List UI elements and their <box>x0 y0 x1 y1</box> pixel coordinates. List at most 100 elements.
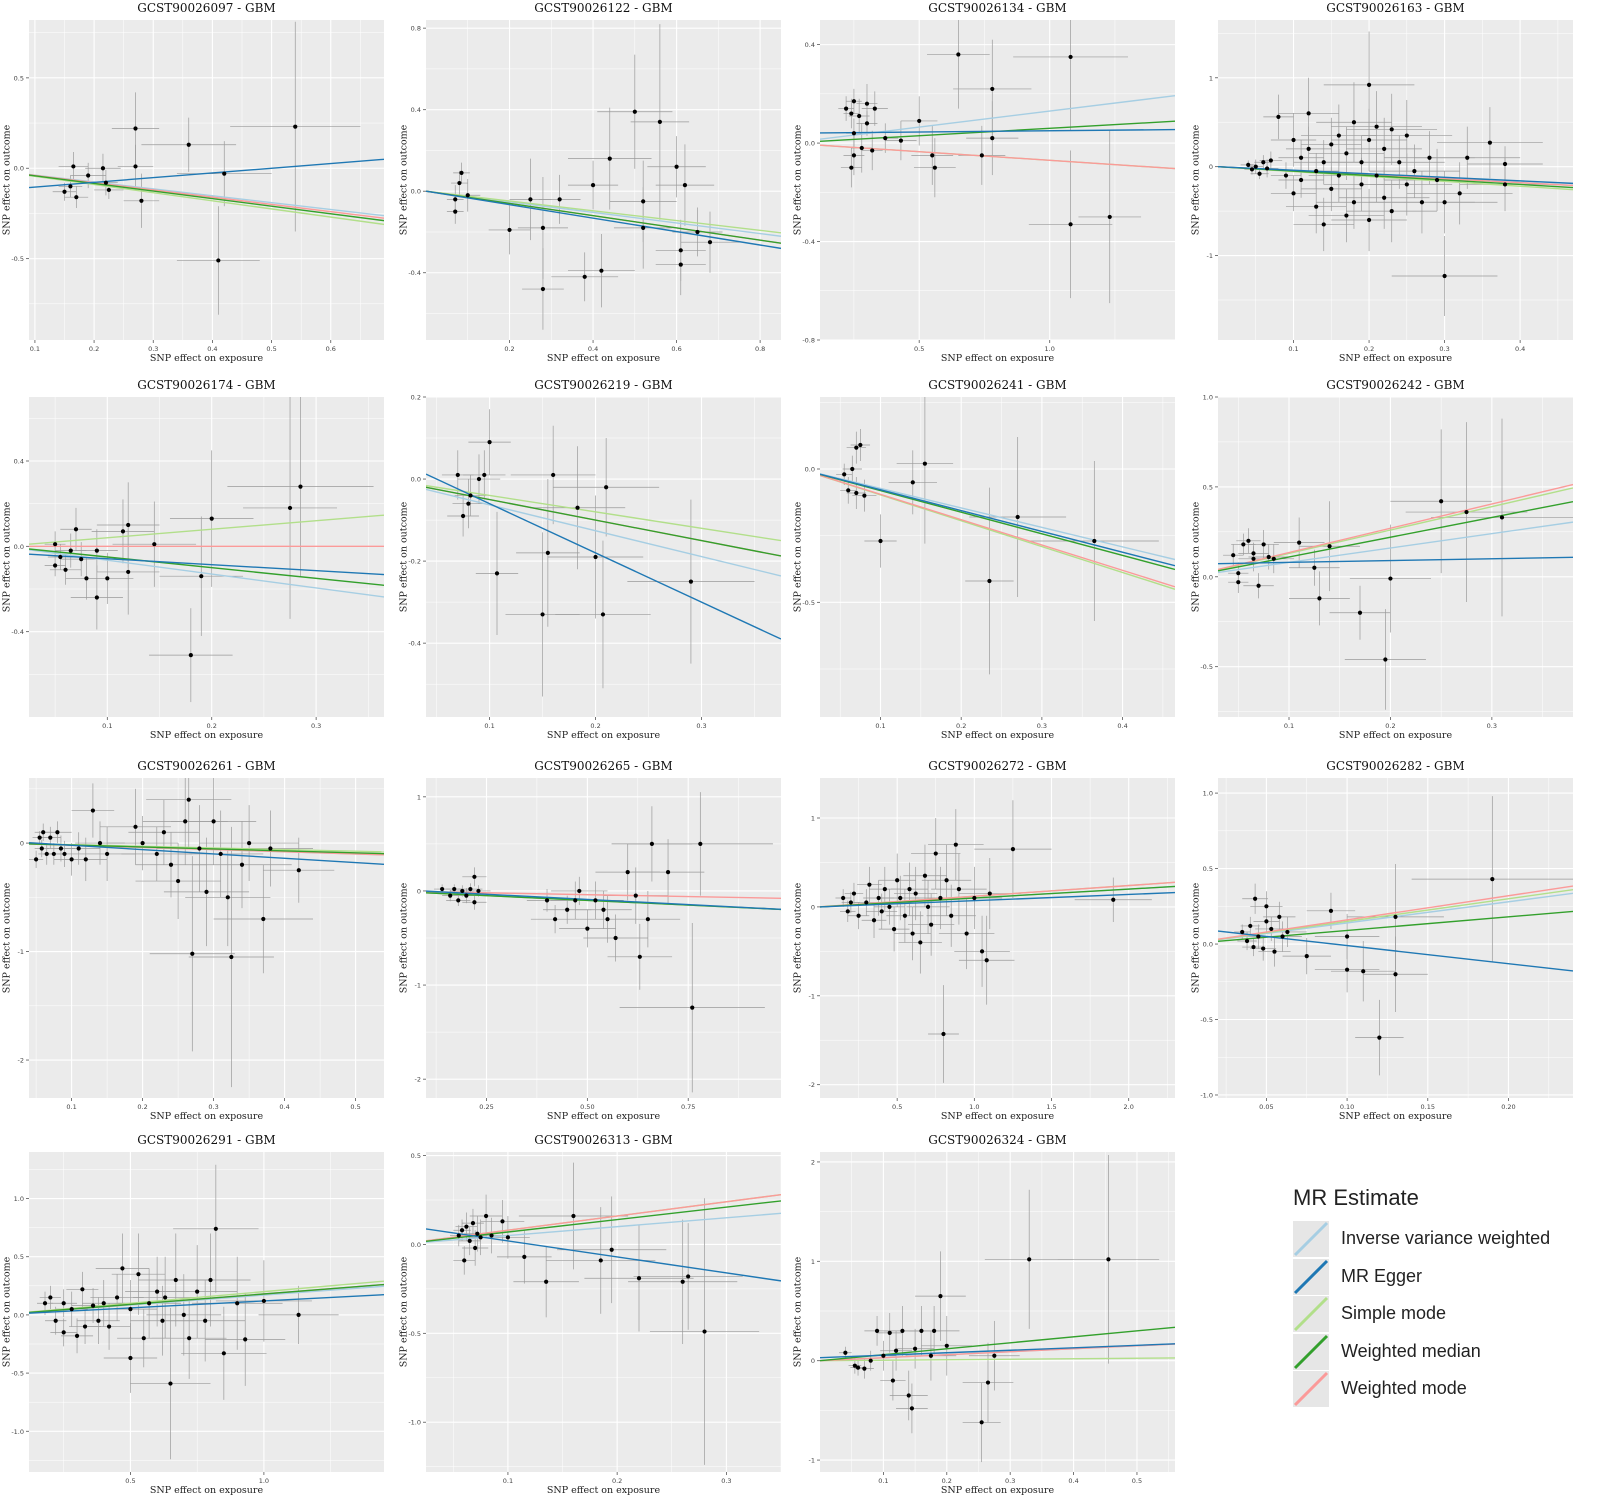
snp-point <box>851 891 857 896</box>
snp-point <box>106 187 111 193</box>
snp-point <box>1393 914 1398 919</box>
legend-key-mr-egger <box>1293 1258 1329 1295</box>
plot-area <box>1218 31 1573 316</box>
snp-point <box>898 895 903 901</box>
x-tick-label: 1.0 <box>259 1477 269 1485</box>
snp-point <box>73 527 79 532</box>
plot-area <box>29 778 384 1088</box>
snp-point <box>1389 209 1394 214</box>
mr-line-weighted-median <box>820 885 1175 908</box>
mr-line-weighted-mode <box>1218 165 1573 187</box>
mr-line-weighted-median <box>1218 910 1573 943</box>
snp-point <box>902 913 907 918</box>
snp-point <box>37 835 42 840</box>
snp-point <box>247 840 252 846</box>
snp-point <box>895 878 900 883</box>
snp-point <box>100 166 106 171</box>
snp-point <box>910 480 915 485</box>
snp-point <box>69 857 74 862</box>
snp-point <box>293 124 298 129</box>
legend-item-weighted-median: Weighted median <box>1293 1333 1583 1372</box>
mr-line-mr-egger <box>426 890 781 911</box>
snp-point <box>298 484 303 489</box>
snp-point <box>919 1328 924 1333</box>
snp-point <box>641 225 646 230</box>
mr-line-weighted-mode <box>1218 885 1573 940</box>
snp-point <box>61 1330 66 1335</box>
snp-point <box>1068 222 1073 227</box>
mr-line-weighted-median <box>820 473 1175 571</box>
y-tick-label: -0.4 <box>408 269 421 277</box>
snp-point <box>453 209 458 214</box>
snp-point <box>473 1245 478 1251</box>
snp-point <box>938 895 943 901</box>
mr-line-simple-mode <box>1218 889 1573 941</box>
snp-point <box>472 874 477 879</box>
y-tick-label: 0.5 <box>14 74 24 82</box>
snp-point <box>540 286 546 292</box>
snp-point <box>909 1406 915 1411</box>
mr-line-simple-mode <box>820 1357 1175 1362</box>
x-tick-label: 0.75 <box>681 1103 695 1111</box>
snp-point <box>1272 949 1277 954</box>
snp-point <box>665 870 671 875</box>
snp-point <box>573 898 578 903</box>
x-axis-label: SNP effect on exposure <box>149 1485 264 1496</box>
x-tick-label: 0.4 <box>1515 345 1525 353</box>
snp-point <box>462 1258 467 1263</box>
snp-point <box>197 846 202 851</box>
snp-point <box>1231 553 1236 558</box>
snp-point <box>862 1366 867 1371</box>
mr-line-weighted-mode <box>29 843 384 856</box>
chart-title: GCST90026324 - GBM <box>928 1133 1067 1147</box>
mr-line-weighted-median <box>1218 165 1573 189</box>
x-tick-label: 0.05 <box>1259 1103 1273 1111</box>
snp-point <box>854 490 859 496</box>
snp-point <box>468 493 473 498</box>
snp-point <box>229 954 234 960</box>
snp-point <box>605 917 610 922</box>
x-tick-label: 0.2 <box>942 1477 952 1485</box>
snp-point <box>1244 938 1250 944</box>
x-tick-label: 0.2 <box>89 345 99 353</box>
mr-line-weighted-mode <box>426 1193 781 1242</box>
snp-point <box>985 1380 991 1385</box>
y-axis-label: SNP effect on outcome <box>398 882 410 994</box>
x-tick-label: 0.1 <box>30 345 40 353</box>
snp-point <box>856 913 861 918</box>
snp-point <box>1248 923 1253 929</box>
x-tick-label: 0.4 <box>588 345 598 353</box>
y-tick-label: 0.0 <box>14 165 24 173</box>
y-tick-label: -0.5 <box>408 1330 421 1338</box>
snp-point <box>941 1031 946 1037</box>
x-tick-label: 0.3 <box>721 1477 731 1485</box>
snp-point <box>1377 1035 1382 1040</box>
x-tick-label: 0.3 <box>1037 722 1047 730</box>
x-tick-label: 0.4 <box>207 345 217 353</box>
mr-line-weighted-median <box>820 1326 1175 1362</box>
chart-title: GCST90026097 - GBM <box>137 1 276 15</box>
mr-line-inverse-variance-weighted <box>1218 892 1573 941</box>
snp-point <box>1306 146 1311 151</box>
snp-point <box>990 136 995 141</box>
y-tick-label: 0.5 <box>1203 865 1213 873</box>
snp-point <box>456 1233 461 1238</box>
snp-point <box>1344 934 1350 939</box>
snp-point <box>1271 556 1276 561</box>
snp-point <box>845 909 850 914</box>
snp-point <box>859 145 864 151</box>
snp-point <box>55 830 60 835</box>
snp-point <box>39 846 44 851</box>
x-tick-label: 0.5 <box>125 1477 135 1485</box>
snp-point <box>695 229 700 235</box>
snp-point <box>1241 542 1246 547</box>
snp-point <box>613 935 618 941</box>
mr-line-inverse-variance-weighted <box>1218 521 1573 574</box>
snp-point <box>76 846 81 851</box>
snp-point <box>1269 926 1274 932</box>
snp-point <box>544 1279 549 1284</box>
snp-point <box>674 164 679 169</box>
x-tick-label: 0.1 <box>875 722 885 730</box>
snp-point <box>1256 583 1261 588</box>
snp-point <box>186 142 191 147</box>
